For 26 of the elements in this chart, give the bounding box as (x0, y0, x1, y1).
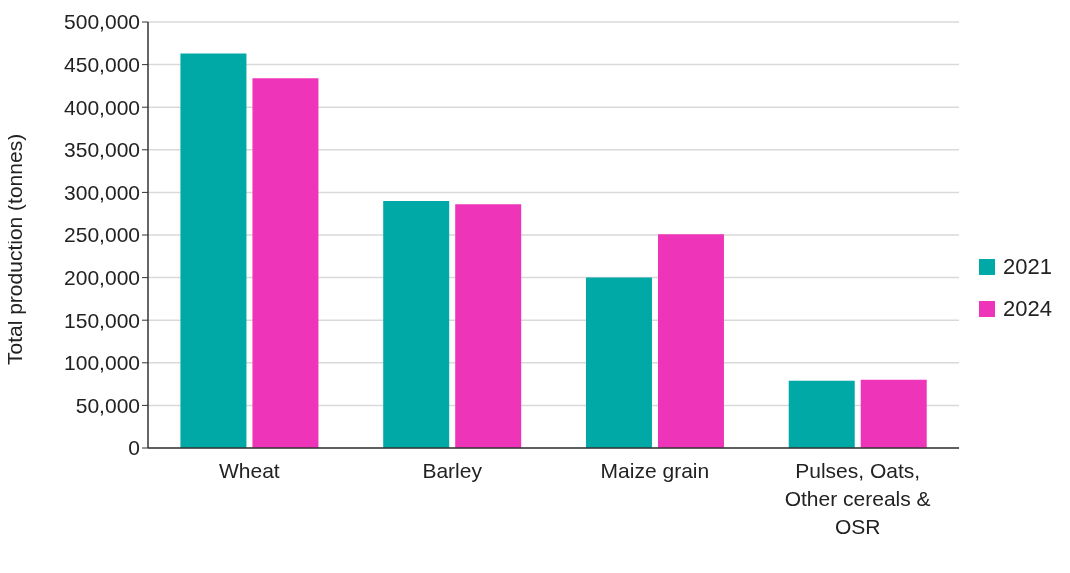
legend-label: 2021 (1003, 254, 1052, 280)
bar (788, 380, 855, 448)
x-tick-label: Maize grain (600, 459, 710, 482)
y-tick-label: 0 (128, 436, 140, 460)
y-axis-title: Total production (tonnes) (3, 133, 27, 365)
bar (455, 204, 522, 448)
y-tick-label: 350,000 (64, 138, 140, 162)
bar (860, 379, 927, 448)
x-tick-label: Wheat (219, 459, 280, 482)
x-tick-label: Barley (422, 459, 483, 482)
y-tick-label: 500,000 (64, 10, 140, 34)
y-tick-label: 50,000 (75, 393, 140, 417)
y-tick-label: 450,000 (64, 53, 140, 77)
y-tick-label: 150,000 (64, 308, 140, 332)
y-tick-label: 100,000 (64, 351, 140, 375)
y-tick-label: 300,000 (64, 180, 140, 204)
x-tick-label: Pulses, Oats, Other cereals & OSR (784, 459, 931, 538)
legend-label: 2024 (1003, 296, 1052, 322)
y-tick-label: 400,000 (64, 95, 140, 119)
bar (383, 200, 450, 448)
bar (657, 234, 724, 448)
bar (180, 53, 247, 448)
bar (252, 78, 319, 448)
bar (585, 277, 652, 448)
y-tick-label: 250,000 (64, 223, 140, 247)
y-tick-label: 200,000 (64, 266, 140, 290)
